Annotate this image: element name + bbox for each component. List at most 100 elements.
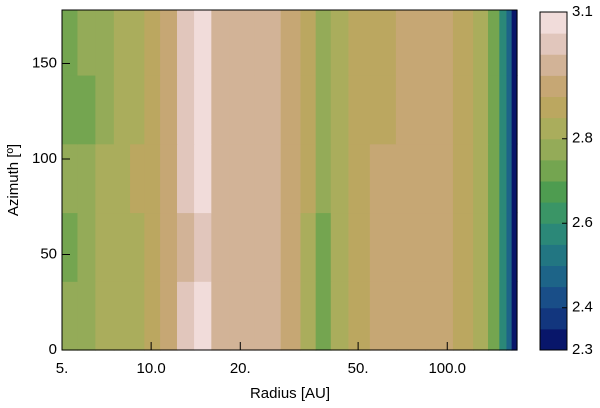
contour-cell <box>176 10 195 76</box>
contour-cell <box>113 212 131 282</box>
contour-cell <box>62 281 79 351</box>
contour-cell <box>511 74 518 145</box>
contour-cell <box>452 10 474 76</box>
contour-cell <box>452 74 474 145</box>
contour-cell <box>160 281 178 351</box>
contour-cell <box>77 143 96 214</box>
contour-cell <box>348 74 371 145</box>
y-tick-label: 50 <box>40 245 57 262</box>
contour-cell <box>194 281 212 351</box>
contour-cell <box>395 74 427 145</box>
contour-cell <box>425 281 454 351</box>
contour-cell <box>130 74 145 145</box>
contour-cell <box>130 281 145 351</box>
contour-cell <box>395 281 427 351</box>
contour-cell <box>473 143 489 214</box>
contour-cell <box>511 10 518 76</box>
y-tick-label: 100 <box>32 150 57 167</box>
contour-cell <box>95 143 115 214</box>
contour-cell <box>176 143 195 214</box>
colorbar-tick-label: 2.3 <box>572 341 593 358</box>
contour-cell <box>369 143 397 214</box>
contour-cell <box>330 212 350 282</box>
contour-cell <box>488 212 500 282</box>
contour-cell <box>330 10 350 76</box>
contour-cell <box>194 10 212 76</box>
contour-cell <box>395 143 427 214</box>
y-axis-label: Azimuth [º] <box>5 144 22 216</box>
y-tick-label: 0 <box>49 341 57 358</box>
contour-cell <box>473 281 489 351</box>
contour-cell <box>95 10 115 76</box>
contour-cell <box>315 212 332 282</box>
contour-cell <box>499 10 508 76</box>
contour-cell <box>95 281 115 351</box>
contour-cell <box>130 10 145 76</box>
contour-cell <box>95 212 115 282</box>
contour-cell <box>473 212 489 282</box>
contour-cell <box>113 74 131 145</box>
colorbar-segment <box>540 307 567 330</box>
contour-cell <box>194 143 212 214</box>
contour-cell <box>113 281 131 351</box>
y-tick-label: 150 <box>32 54 57 71</box>
contour-cell <box>506 74 513 145</box>
contour-cell <box>488 281 500 351</box>
contour-cell <box>211 10 231 76</box>
contour-cell <box>229 143 256 214</box>
contour-cell <box>369 74 397 145</box>
contour-cell <box>229 74 256 145</box>
contour-cell <box>300 281 317 351</box>
contour-cell <box>300 74 317 145</box>
x-tick-label: 20. <box>230 360 251 377</box>
contour-cell <box>506 143 513 214</box>
contour-cell <box>229 212 256 282</box>
colorbar-segment <box>540 181 567 203</box>
contour-cell <box>511 143 518 214</box>
colorbar-segment <box>540 244 567 266</box>
contour-cell <box>488 10 500 76</box>
contour-cell <box>62 74 79 145</box>
contour-cell <box>211 74 231 145</box>
contour-cell <box>348 281 371 351</box>
contour-cell <box>254 143 282 214</box>
colorbar-segment <box>540 12 567 34</box>
x-tick-label: 50. <box>348 360 369 377</box>
contour-cell <box>95 74 115 145</box>
contour-cell <box>113 10 131 76</box>
contour-cell <box>254 281 282 351</box>
colorbar-segment <box>540 223 567 245</box>
colorbar-frame <box>539 11 568 351</box>
contour-cell <box>499 281 508 351</box>
contour-cell <box>473 10 489 76</box>
contour-cell <box>130 212 145 282</box>
contour-cell <box>452 143 474 214</box>
contour-cell <box>113 143 131 214</box>
contour-cell <box>506 281 513 351</box>
contour-cell <box>176 212 195 282</box>
contour-cell <box>488 74 500 145</box>
contour-cell <box>300 10 317 76</box>
contour-cell <box>77 74 96 145</box>
colorbar-segment <box>540 286 567 309</box>
contour-cell <box>280 212 302 282</box>
colorbar-tick-label: 2.6 <box>572 214 593 231</box>
contour-cell <box>229 10 256 76</box>
contour-cell <box>369 281 397 351</box>
contour-cell <box>315 74 332 145</box>
colorbar-segment <box>540 159 567 182</box>
contour-cell <box>144 143 161 214</box>
contour-cell <box>144 74 161 145</box>
contour-cell <box>144 281 161 351</box>
contour-cell <box>425 212 454 282</box>
contour-cell <box>315 10 332 76</box>
contour-cell <box>77 212 96 282</box>
colorbar-tick-label: 2.8 <box>572 130 593 147</box>
contour-cell <box>315 281 332 351</box>
contour-cell <box>452 281 474 351</box>
colorbar-segment <box>540 202 567 224</box>
contour-cell <box>506 212 513 282</box>
colorbar-segment <box>540 265 567 288</box>
contour-cell <box>160 10 178 76</box>
contour-cell <box>280 143 302 214</box>
